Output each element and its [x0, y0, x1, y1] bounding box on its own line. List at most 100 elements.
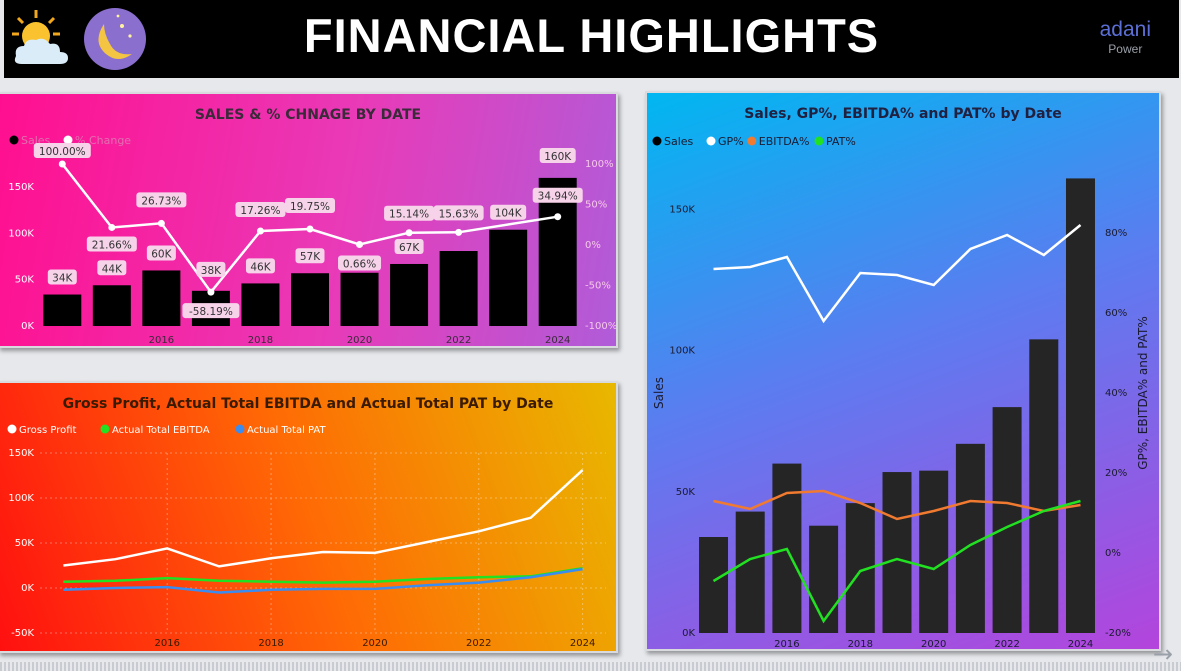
gp-ebitda-pat-chart-panel[interactable]: Gross Profit, Actual Total EBITDA and Ac… [0, 381, 618, 653]
legend-marker-1 [706, 136, 716, 146]
bar-label-2014: 34K [52, 273, 73, 285]
x-tick-label: 2016 [774, 639, 799, 649]
sales-margins-chart: Sales, GP%, EBITDA% and PAT% by Date Sale… [652, 106, 1150, 649]
x-tick-label: 2020 [347, 335, 372, 346]
bar-2023 [1029, 339, 1059, 633]
y2-tick-label: 20% [1105, 468, 1127, 479]
bar-2015 [92, 285, 131, 326]
pct-label-2018: 17.26% [240, 205, 280, 217]
y-tick-label: 150K [669, 204, 695, 215]
bar-2019 [291, 273, 329, 326]
bar-2015 [735, 511, 765, 633]
y-tick-label: 50K [676, 487, 696, 498]
legend-marker-2 [747, 136, 757, 146]
series-line-2 [63, 567, 583, 594]
y-tick-label: 0K [682, 628, 695, 639]
pct-point-2024 [554, 213, 562, 221]
sun-cloud-icon[interactable] [8, 8, 78, 68]
pct-point-2017 [207, 288, 215, 296]
y-tick-label: 50K [15, 275, 35, 286]
legend-label-2: Actual Total PAT [247, 425, 326, 436]
y-tick-label: 0K [21, 583, 34, 594]
series-line-3 [712, 499, 1081, 624]
pct-point-2018 [256, 227, 264, 235]
bar-label-bg-2024 [539, 148, 576, 163]
x-tick-label: 2024 [1068, 639, 1093, 649]
y2-tick-label: 100% [585, 159, 614, 170]
chart-title: Gross Profit, Actual Total EBITDA and Ac… [63, 396, 554, 412]
bar-2020 [340, 272, 379, 326]
bar-2022 [992, 407, 1022, 633]
bar-label-2019: 57K [300, 251, 321, 263]
y2-tick-label: 0% [585, 240, 601, 251]
x-tick-label: 2022 [466, 638, 491, 649]
pct-point-2016 [157, 219, 165, 227]
brand-name: adani [1099, 18, 1151, 41]
sales-change-chart-panel[interactable]: SALES & % CHNAGE BY DATE Sales% Change 0K 5… [0, 92, 618, 348]
bar-2014 [43, 294, 82, 326]
bar-2017 [809, 525, 839, 633]
pct-point-2019 [306, 225, 314, 233]
y-tick-label: 0K [21, 321, 34, 332]
header-bar: FINANCIAL HIGHLIGHTS adani Power [4, 0, 1179, 78]
y-axis-title: Sales [652, 377, 666, 409]
bar-label-bg-2017 [196, 261, 226, 277]
pct-point-2014 [58, 160, 66, 168]
x-tick-label: 2022 [446, 335, 471, 346]
chart-title: Sales, GP%, EBITDA% and PAT% by Date [744, 106, 1061, 122]
series-line-2 [713, 489, 1081, 521]
pct-point-2015 [108, 223, 116, 231]
x-tick-label: 2016 [149, 335, 174, 346]
x-tick-label: 2016 [154, 638, 179, 649]
legend-marker-0 [652, 136, 662, 146]
x-tick-label: 2020 [921, 639, 946, 649]
arrow-right-icon[interactable]: → [1152, 640, 1173, 668]
bar-2018 [241, 283, 280, 326]
bar-2021 [390, 263, 429, 326]
moon-stars-icon[interactable] [82, 6, 148, 72]
pct-label-bg-2015 [86, 236, 137, 252]
legend-marker-2 [235, 424, 245, 434]
gp-ebitda-pat-chart: Gross Profit, Actual Total EBITDA and Ac… [7, 396, 606, 649]
y-tick-label: 100K [669, 346, 695, 357]
pct-label-2014: 100.00% [39, 146, 86, 158]
legend-marker-0 [9, 135, 19, 145]
legend-marker-1 [100, 424, 110, 434]
pct-label-bg-2018 [235, 202, 286, 218]
y-tick-label: 100K [8, 228, 34, 239]
pct-label-bg-2022 [433, 205, 484, 221]
bar-2020 [919, 470, 949, 633]
bar-label-2021: 67K [399, 242, 420, 254]
bar-2016 [142, 270, 181, 326]
bar-label-bg-2023 [490, 204, 527, 220]
legend-marker-0 [7, 424, 17, 434]
y2-tick-label: 50% [585, 200, 607, 211]
y2-tick-label: -50% [585, 281, 611, 292]
pct-label-bg-2017 [182, 303, 240, 319]
x-tick-label: 2022 [994, 639, 1019, 649]
bar-2023 [489, 229, 528, 326]
pct-label-bg-2024 [532, 187, 583, 203]
y2-axis-title: GP%, EBITDA% and PAT% [1136, 316, 1150, 470]
bar-label-bg-2021 [394, 238, 424, 254]
legend-marker-1 [63, 135, 73, 145]
horizontal-scrollbar[interactable] [0, 662, 1181, 671]
pct-label-bg-2020 [338, 255, 382, 271]
legend-label-0: Gross Profit [19, 425, 77, 436]
bar-label-bg-2014 [47, 269, 77, 285]
series-line-0 [63, 469, 584, 568]
y2-tick-label: 40% [1105, 388, 1127, 399]
pct-point-2021 [405, 229, 413, 237]
bar-2019 [882, 472, 912, 633]
bar-2021 [955, 443, 985, 633]
pct-label-bg-2021 [384, 205, 435, 221]
x-tick-label: 2018 [258, 638, 283, 649]
y2-tick-label: 80% [1105, 228, 1127, 239]
page-title: FINANCIAL HIGHLIGHTS [303, 9, 880, 62]
pct-label-2019: 19.75% [290, 201, 330, 213]
sales-margins-chart-panel[interactable]: Sales, GP%, EBITDA% and PAT% by Date Sale… [645, 91, 1161, 651]
brand-logo: adani Power [1100, 18, 1151, 56]
x-tick-label: 2020 [362, 638, 387, 649]
y-tick-label: 150K [8, 182, 34, 193]
